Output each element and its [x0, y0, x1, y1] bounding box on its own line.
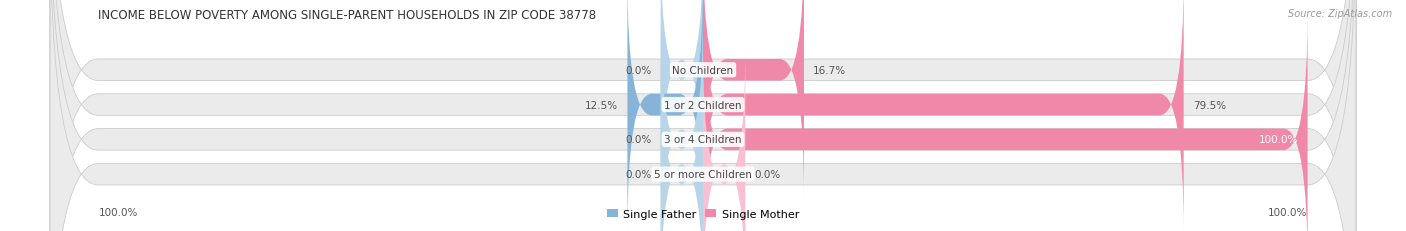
FancyBboxPatch shape [51, 0, 1355, 231]
FancyBboxPatch shape [703, 46, 745, 231]
Text: 0.0%: 0.0% [626, 65, 651, 76]
Text: INCOME BELOW POVERTY AMONG SINGLE-PARENT HOUSEHOLDS IN ZIP CODE 38778: INCOME BELOW POVERTY AMONG SINGLE-PARENT… [98, 9, 596, 22]
FancyBboxPatch shape [661, 46, 703, 231]
Text: 0.0%: 0.0% [626, 135, 651, 145]
Text: 3 or 4 Children: 3 or 4 Children [664, 135, 742, 145]
Text: Source: ZipAtlas.com: Source: ZipAtlas.com [1288, 9, 1392, 19]
Text: 100.0%: 100.0% [98, 207, 138, 218]
Text: 100.0%: 100.0% [1260, 135, 1299, 145]
FancyBboxPatch shape [703, 12, 1308, 231]
FancyBboxPatch shape [661, 0, 703, 198]
FancyBboxPatch shape [51, 0, 1355, 231]
Text: 1 or 2 Children: 1 or 2 Children [664, 100, 742, 110]
FancyBboxPatch shape [51, 0, 1355, 231]
Text: 12.5%: 12.5% [585, 100, 619, 110]
FancyBboxPatch shape [51, 0, 1355, 231]
FancyBboxPatch shape [661, 12, 703, 231]
Text: 5 or more Children: 5 or more Children [654, 169, 752, 179]
Text: 16.7%: 16.7% [813, 65, 846, 76]
FancyBboxPatch shape [627, 0, 703, 231]
Text: 0.0%: 0.0% [626, 169, 651, 179]
Text: 79.5%: 79.5% [1192, 100, 1226, 110]
Text: No Children: No Children [672, 65, 734, 76]
Legend: Single Father, Single Mother: Single Father, Single Mother [602, 204, 804, 223]
Text: 0.0%: 0.0% [755, 169, 780, 179]
FancyBboxPatch shape [703, 0, 804, 198]
FancyBboxPatch shape [703, 0, 1184, 231]
Text: 100.0%: 100.0% [1268, 207, 1308, 218]
